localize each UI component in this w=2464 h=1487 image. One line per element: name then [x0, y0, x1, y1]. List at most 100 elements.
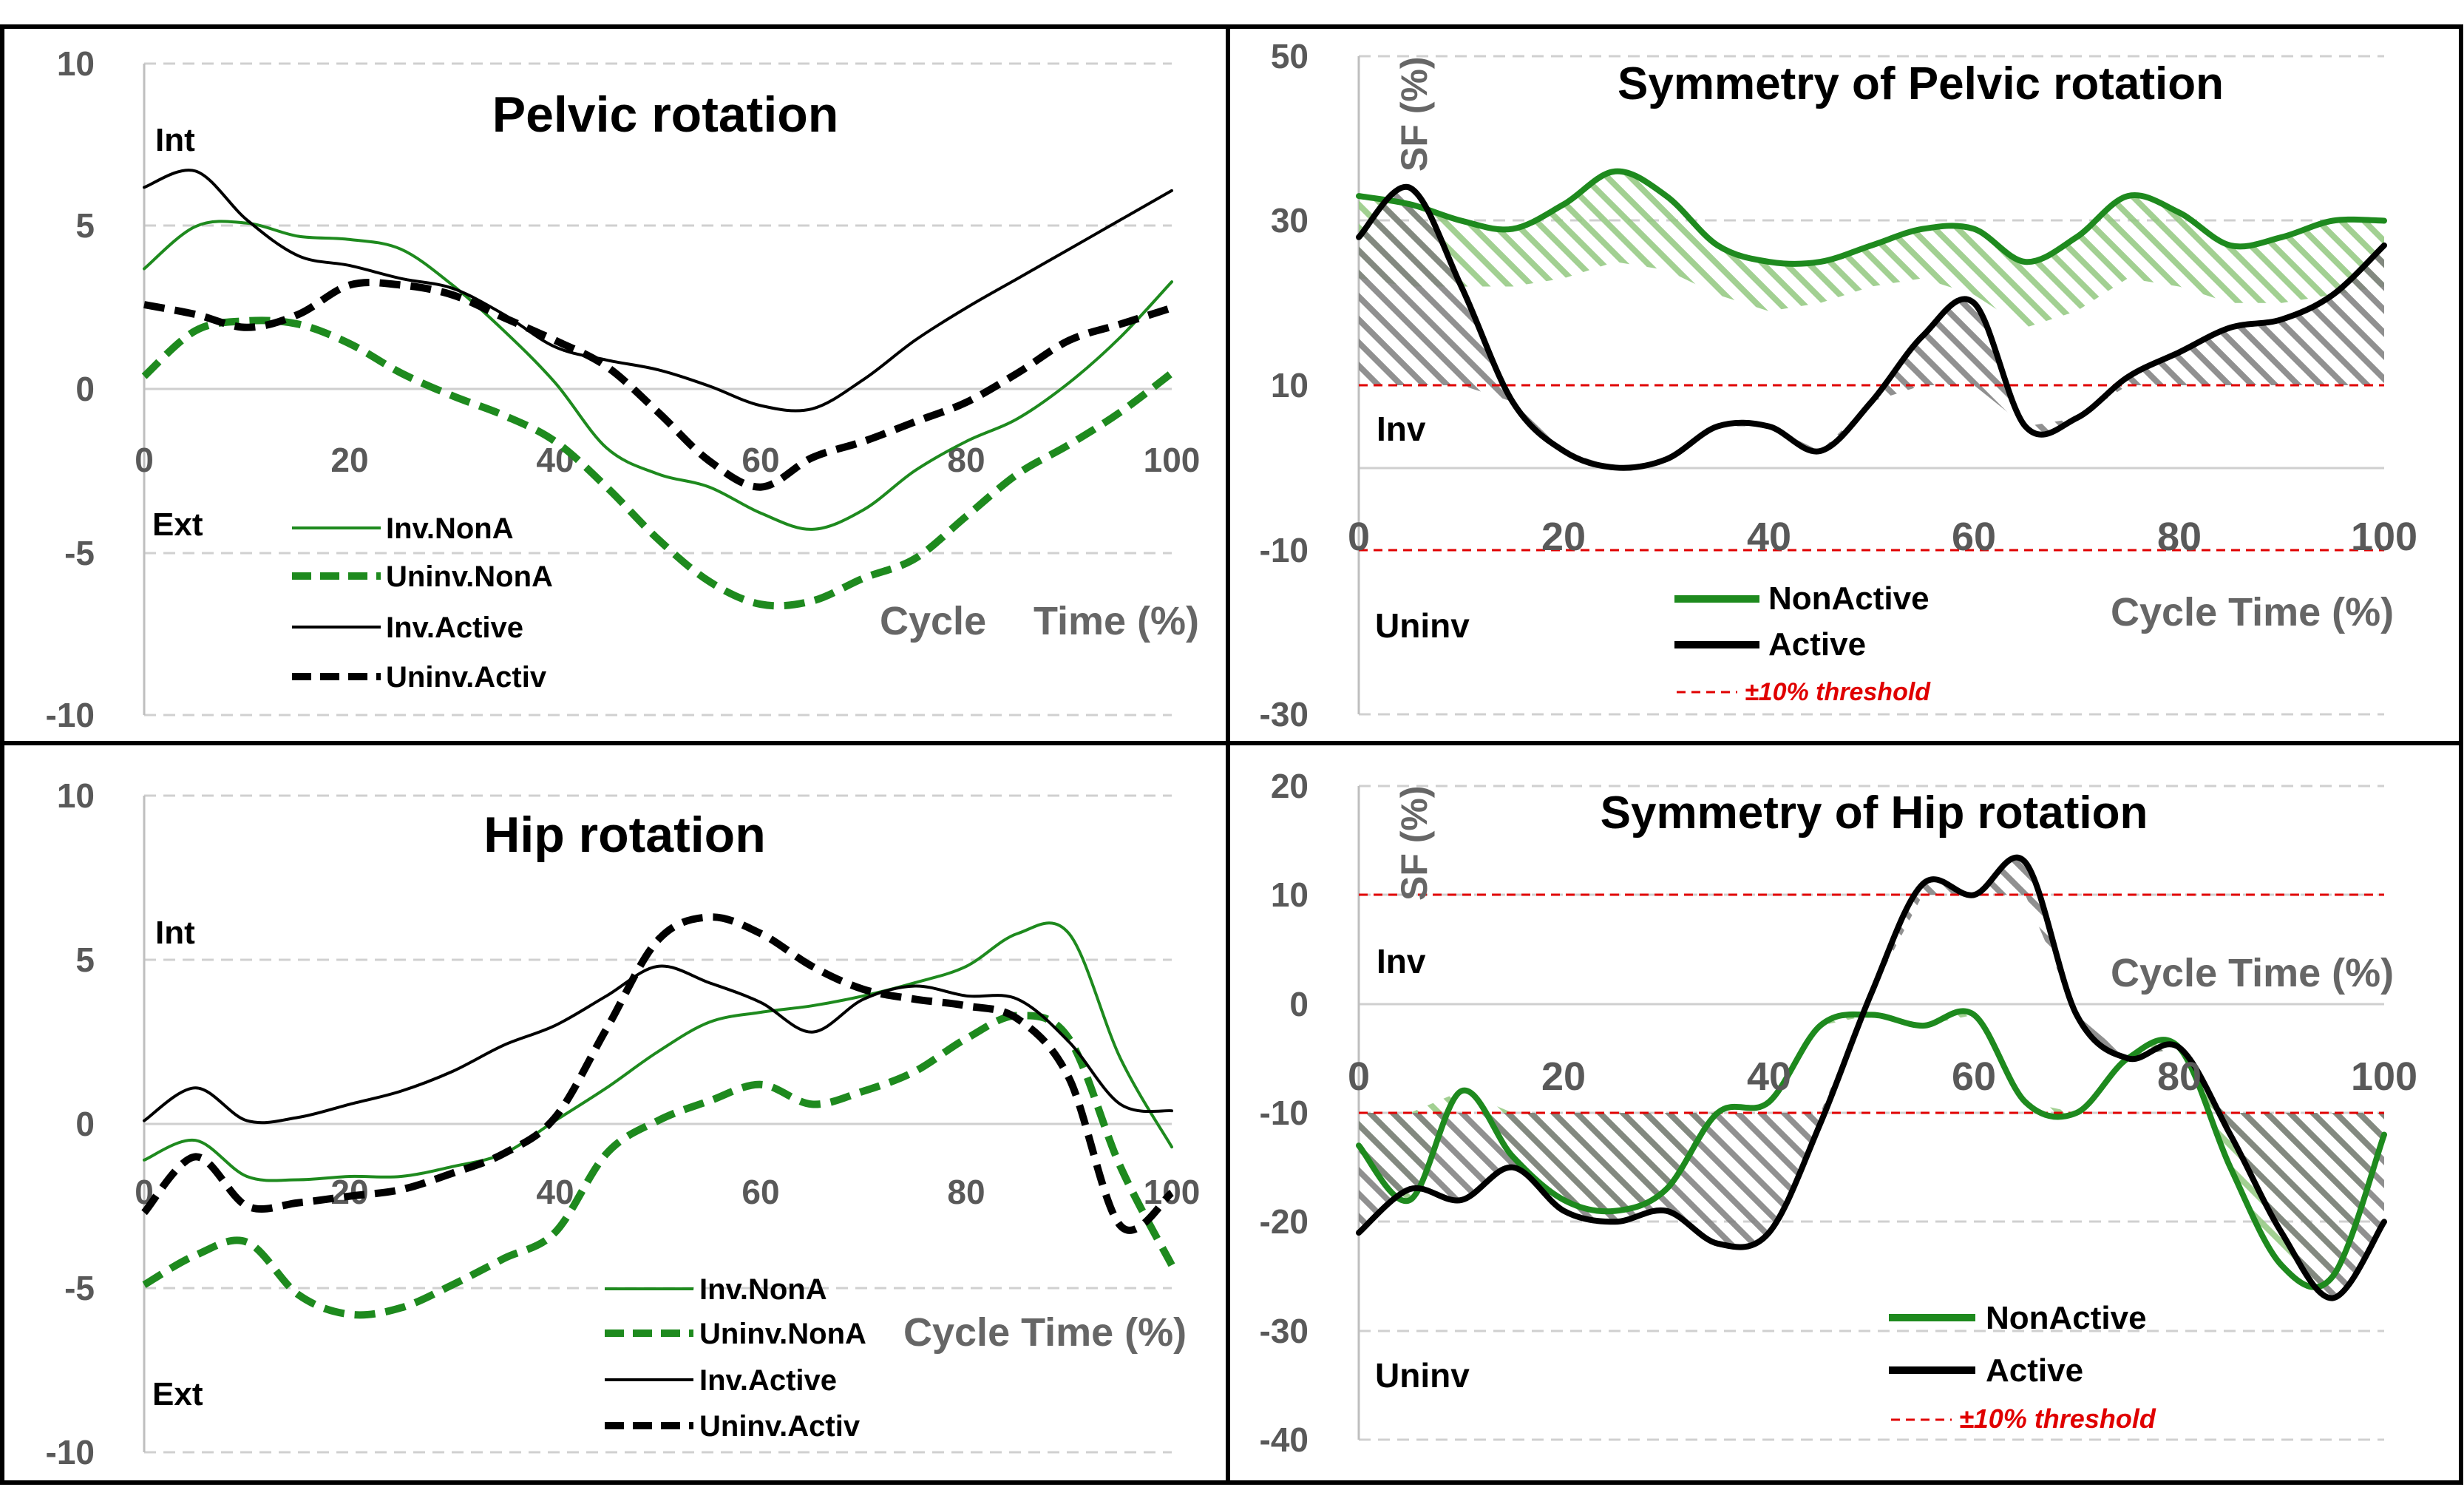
annotation-uninv: Uninv [1375, 606, 1470, 645]
y-tick-label: 10 [1271, 366, 1309, 404]
y-tick-label: 20 [1271, 767, 1309, 805]
x-axis-label: Cycle Time (%) [903, 1310, 1187, 1355]
legend-label: Inv.Active [699, 1364, 837, 1397]
x-tick-label: 100 [1144, 441, 1201, 479]
y-tick-label: 0 [1289, 985, 1309, 1023]
y-tick-label: 5 [75, 206, 95, 245]
x-tick-label: 80 [947, 441, 985, 479]
annotation-inv: Inv [1377, 942, 1426, 980]
legend: NonActive Active ±10% threshold [1889, 1300, 2156, 1434]
series-line-inv-nona [143, 921, 1173, 1182]
legend-label: Uninv.Activ [386, 661, 547, 694]
chart-pelvic-rotation: 10 5 0 -5 -10 0 20 40 60 80 100 Pelvic r… [46, 44, 1201, 734]
series-line-uninv-activ [141, 913, 1175, 1234]
legend-label: NonActive [1768, 580, 1930, 617]
x-tick-label: 40 [536, 441, 574, 479]
legend-label: NonActive [1986, 1300, 2147, 1336]
y-tick-label: -5 [64, 534, 95, 572]
chart-symmetry-hip-rotation: 20 10 0 -10 -20 -30 -40 0 20 40 60 80 10… [1260, 767, 2418, 1459]
legend-label: Uninv.NonA [699, 1318, 866, 1350]
x-tick-label: 100 [2351, 1054, 2417, 1099]
x-tick-labels: 0 20 40 60 80 100 [135, 441, 1200, 479]
x-tick-label: 40 [1747, 1054, 1791, 1099]
series-line-inv-nona [143, 220, 1173, 531]
y-tick-label: -40 [1260, 1420, 1309, 1459]
annotation-ext: Ext [152, 1376, 203, 1412]
y-tick-label: 0 [75, 1105, 95, 1143]
legend-label: Active [1986, 1352, 2083, 1389]
y-tick-label: 50 [1271, 37, 1309, 75]
annotation-inv: Inv [1377, 410, 1426, 448]
y-tick-label: 30 [1271, 201, 1309, 240]
series-group [1356, 168, 2387, 471]
chart-hip-rotation: 10 5 0 -5 -10 0 20 40 60 80 100 Hip rota… [46, 776, 1201, 1471]
legend-label: Active [1768, 626, 1866, 663]
y-tick-label: 0 [75, 370, 95, 408]
legend: Inv.NonA Uninv.NonA Inv.Active Uninv.Act… [292, 512, 553, 694]
x-tick-label: 80 [2157, 515, 2202, 559]
y-tick-label: -10 [46, 696, 95, 734]
chart-symmetry-pelvic-rotation: 50 30 10 -10 -30 0 20 40 60 80 100 Symme… [1260, 37, 2418, 734]
x-axis-label-part: Time (%) [1034, 599, 1199, 643]
x-tick-label: 0 [135, 441, 154, 479]
y-tick-label: -10 [46, 1433, 95, 1471]
x-tick-label: 60 [741, 1173, 779, 1211]
threshold-label: ±10% threshold [1959, 1403, 2156, 1434]
annotation-ext: Ext [152, 507, 203, 543]
threshold-lines [1359, 893, 2384, 1114]
legend-label: Uninv.Activ [699, 1410, 861, 1443]
y-tick-label: -5 [64, 1269, 95, 1307]
x-tick-label: 80 [947, 1173, 985, 1211]
series-group [141, 169, 1175, 610]
band-group [1359, 857, 2384, 1298]
x-tick-labels: 0 20 40 60 80 100 [1348, 1054, 2417, 1099]
x-axis-label-part: Cycle [880, 599, 986, 643]
series-line-uninv-activ [143, 279, 1173, 491]
annotation-int: Int [155, 122, 195, 158]
x-tick-label: 0 [1348, 515, 1370, 559]
chart-title: Pelvic rotation [492, 87, 839, 143]
y-tick-label: -10 [1260, 531, 1309, 569]
x-tick-labels: 0 20 40 60 80 100 [1348, 515, 2417, 559]
band-group [1359, 171, 2384, 468]
x-tick-label: 40 [536, 1173, 574, 1211]
series-line-inv-active [143, 169, 1173, 413]
x-axis-label: Cycle Time (%) [2111, 951, 2394, 995]
annotation-int: Int [155, 915, 195, 951]
y-tick-label: -10 [1260, 1094, 1309, 1132]
x-tick-label: 60 [1952, 515, 1996, 559]
series-line-uninv-nona [141, 316, 1175, 610]
x-tick-label: 20 [1541, 1054, 1586, 1099]
y-tick-label: 5 [75, 941, 95, 979]
band-nonactive [1359, 171, 2384, 328]
x-axis-label: Cycle Time (%) [2111, 590, 2394, 634]
y-tick-labels: 10 5 0 -5 -10 [46, 776, 95, 1471]
series-line-inv-active [143, 964, 1173, 1125]
y-tick-label: 10 [1271, 875, 1309, 914]
gridlines [143, 794, 1172, 1454]
series-group [1356, 854, 2387, 1301]
y-tick-label: -30 [1260, 695, 1309, 734]
x-tick-label: 20 [1541, 515, 1586, 559]
gridlines [143, 62, 1172, 717]
x-tick-label: 40 [1747, 515, 1791, 559]
y-tick-label: -20 [1260, 1202, 1309, 1241]
legend-label: Inv.NonA [386, 512, 514, 545]
x-tick-label: 0 [1348, 1054, 1370, 1099]
series-line-nonactive [1356, 1008, 2387, 1290]
series-line-active [1356, 183, 2387, 471]
threshold-label: ±10% threshold [1745, 678, 1931, 706]
band-active [1359, 857, 2384, 1298]
legend-label: Uninv.NonA [386, 560, 553, 593]
x-tick-label: 100 [2351, 515, 2417, 559]
x-tick-label: 20 [330, 441, 368, 479]
y-axis-label: SF (%) [1394, 785, 1435, 901]
annotation-uninv: Uninv [1375, 1356, 1470, 1395]
series-line-uninv-nona [142, 1012, 1175, 1319]
x-tick-label: 60 [1952, 1054, 1996, 1099]
series-line-active [1356, 854, 2387, 1301]
legend-label: Inv.Active [386, 612, 523, 644]
legend: Inv.NonA Uninv.NonA Inv.Active Uninv.Act… [605, 1273, 866, 1443]
y-tick-labels: 20 10 0 -10 -20 -30 -40 [1260, 767, 1309, 1459]
series-group [141, 913, 1175, 1319]
